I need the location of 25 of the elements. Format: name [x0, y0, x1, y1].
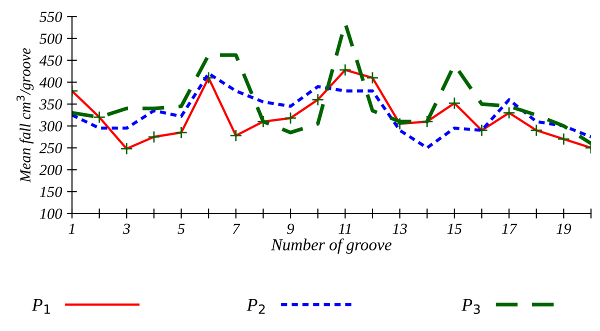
y-tick-label: 100	[40, 208, 62, 219]
legend-label: P$_{3}$	[462, 298, 480, 314]
x-tick-label: 1	[68, 224, 74, 234]
x-tick-label: 17	[502, 224, 518, 234]
y-tick-label: 150	[40, 186, 62, 198]
x-tick-label: 19	[556, 224, 572, 234]
y-tick-label: 200	[39, 164, 62, 176]
legend-label: P$_{1}$	[32, 298, 50, 314]
y-tick-label: 500	[40, 34, 62, 44]
x-tick-label: 5	[178, 224, 185, 234]
x-tick-label: 11	[338, 224, 351, 234]
y-tick-label: 400	[39, 77, 62, 88]
x-axis-title: Number of groove	[271, 238, 392, 254]
y-tick-label: 350	[39, 99, 62, 110]
y-tick-label: 550	[40, 12, 62, 22]
x-tick-label: 7	[232, 224, 240, 234]
y-tick-label: 300	[39, 121, 62, 132]
x-tick-label: 13	[392, 224, 407, 234]
y-tick-label: 250	[39, 142, 62, 154]
y-axis-title: Mean fall cm$^{3}$/groove	[16, 48, 34, 183]
legend-label: P$_{2}$	[246, 298, 265, 314]
x-tick-label: 9	[287, 224, 294, 234]
x-tick-label: 15	[447, 224, 462, 234]
y-tick-label: 450	[39, 55, 62, 66]
x-tick-label: 3	[122, 224, 130, 234]
